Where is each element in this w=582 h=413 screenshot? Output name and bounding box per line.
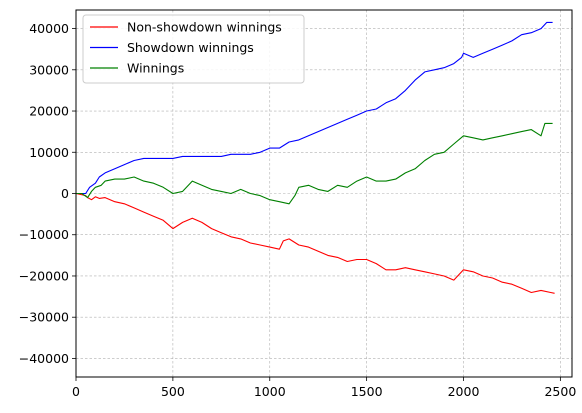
y-tick-label: −40000 [19,351,69,366]
legend-label: Non-showdown winnings [127,20,282,35]
y-tick-label: 20000 [29,104,69,119]
legend-box [82,14,305,84]
x-axis: 0 500 1000 1500 2000 2500 [72,377,576,399]
y-tick-label: 40000 [29,21,69,36]
y-tick-label: 0 [61,186,69,201]
legend-label: Winnings [127,61,184,76]
x-tick-label: 2000 [448,384,480,399]
series-line-2 [76,122,553,205]
x-tick-label: 500 [161,384,185,399]
y-tick-label: 10000 [29,145,69,160]
x-tick-label: 2500 [544,384,576,399]
series-line-0 [75,192,555,294]
legend-label: Showdown winnings [127,40,254,55]
y-tick-label: 30000 [29,62,69,77]
y-tick-label: −30000 [19,310,69,325]
y-tick-label: −20000 [19,268,69,283]
y-tick-label: −10000 [19,227,69,242]
legend: Non-showdown winnings Showdown winnings Wi… [82,14,305,84]
x-tick-label: 1500 [351,384,383,399]
plot-lines [75,21,555,294]
series-line-1 [76,21,553,195]
x-tick-label: 1000 [254,384,286,399]
y-axis: −40000 −30000 −20000 −10000 0 10000 20000 30000… [19,21,76,366]
x-tick-label: 0 [72,384,80,399]
